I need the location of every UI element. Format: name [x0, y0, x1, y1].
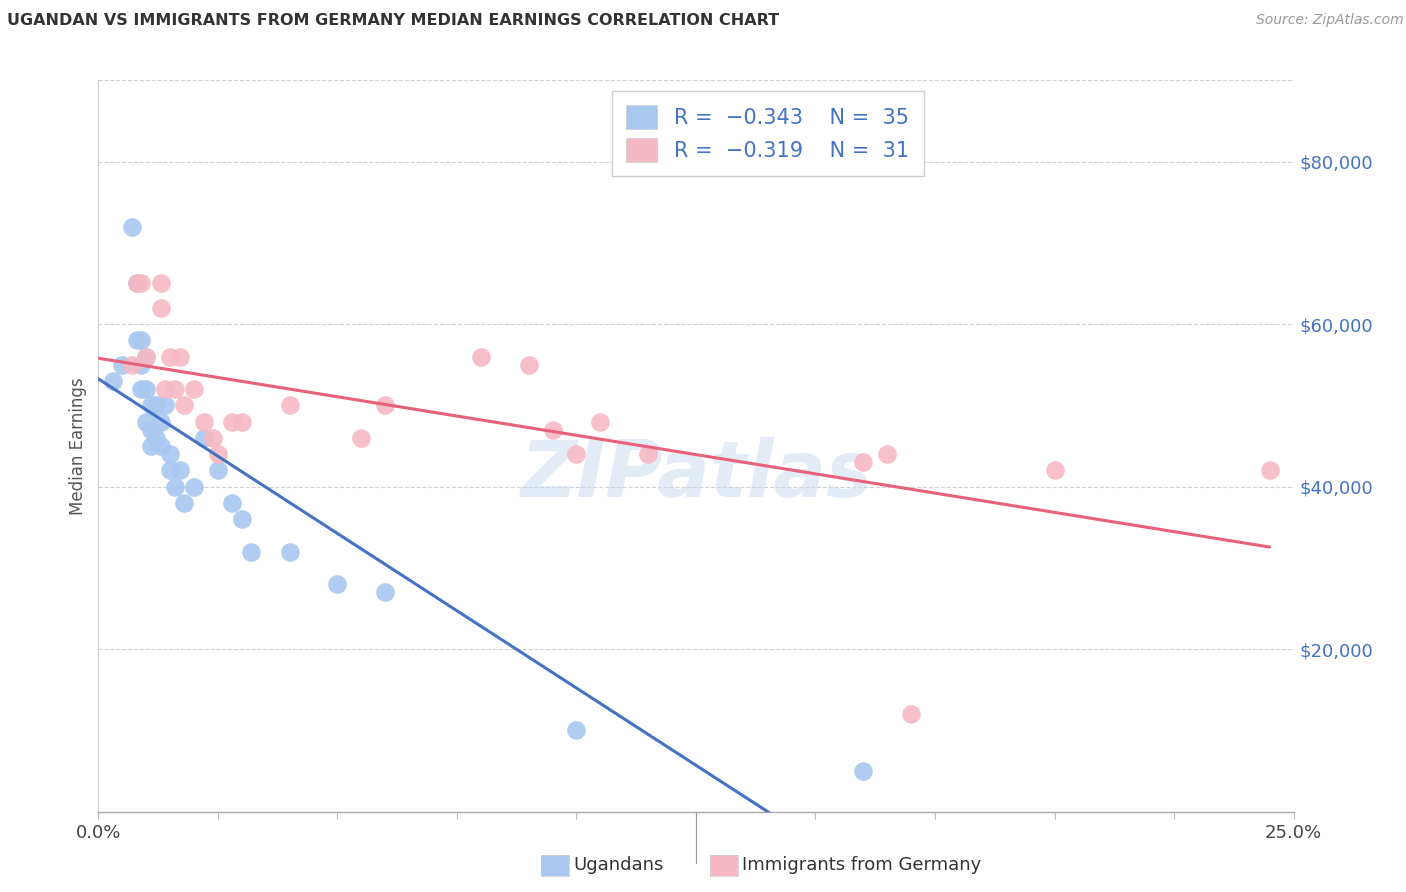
Point — [125, 277, 148, 291]
Point — [173, 398, 195, 412]
Legend: R =  −0.343    N =  35, R =  −0.319    N =  31: R = −0.343 N = 35, R = −0.319 N = 31 — [612, 91, 924, 177]
Point — [278, 398, 301, 412]
Point — [852, 455, 875, 469]
Point — [169, 463, 191, 477]
Point — [207, 447, 229, 461]
Y-axis label: Median Earnings: Median Earnings — [69, 377, 87, 515]
Point — [541, 423, 564, 437]
Point — [637, 447, 659, 461]
Point — [852, 764, 875, 778]
Point — [131, 358, 153, 372]
Point — [121, 219, 143, 234]
Point — [231, 512, 253, 526]
Point — [131, 382, 153, 396]
Point — [139, 423, 162, 437]
Point — [139, 398, 162, 412]
Point — [159, 447, 181, 461]
Point — [374, 585, 396, 599]
Point — [183, 382, 205, 396]
Point — [202, 431, 225, 445]
Point — [565, 723, 588, 738]
Point — [240, 544, 263, 558]
Text: Source: ZipAtlas.com: Source: ZipAtlas.com — [1256, 13, 1403, 28]
Point — [131, 277, 153, 291]
Point — [125, 277, 148, 291]
Text: UGANDAN VS IMMIGRANTS FROM GERMANY MEDIAN EARNINGS CORRELATION CHART: UGANDAN VS IMMIGRANTS FROM GERMANY MEDIA… — [7, 13, 779, 29]
Text: Immigrants from Germany: Immigrants from Germany — [742, 856, 981, 874]
Point — [149, 415, 172, 429]
Point — [221, 496, 243, 510]
Point — [125, 334, 148, 348]
Point — [876, 447, 898, 461]
Point — [173, 496, 195, 510]
Point — [193, 415, 215, 429]
Point — [183, 480, 205, 494]
Point — [278, 544, 301, 558]
Text: Ugandans: Ugandans — [574, 856, 664, 874]
Point — [139, 439, 162, 453]
Point — [135, 382, 157, 396]
Point — [517, 358, 540, 372]
Point — [121, 358, 143, 372]
Point — [135, 350, 157, 364]
Point — [159, 463, 181, 477]
Point — [193, 431, 215, 445]
Point — [149, 277, 172, 291]
Point — [145, 398, 167, 412]
Point — [900, 707, 922, 722]
Point — [374, 398, 396, 412]
Point — [111, 358, 134, 372]
Point — [221, 415, 243, 429]
Point — [145, 431, 167, 445]
Point — [149, 301, 172, 315]
Point — [131, 334, 153, 348]
Point — [149, 439, 172, 453]
Point — [163, 480, 186, 494]
Point — [155, 382, 177, 396]
Point — [565, 447, 588, 461]
Point — [163, 382, 186, 396]
Point — [101, 374, 124, 388]
Point — [231, 415, 253, 429]
Point — [135, 350, 157, 364]
Point — [1258, 463, 1281, 477]
Point — [470, 350, 492, 364]
Point — [589, 415, 612, 429]
Point — [159, 350, 181, 364]
Point — [135, 415, 157, 429]
Point — [1043, 463, 1066, 477]
Point — [350, 431, 373, 445]
Point — [326, 577, 349, 591]
Point — [155, 398, 177, 412]
Text: ZIPatlas: ZIPatlas — [520, 437, 872, 513]
Point — [207, 463, 229, 477]
Point — [169, 350, 191, 364]
